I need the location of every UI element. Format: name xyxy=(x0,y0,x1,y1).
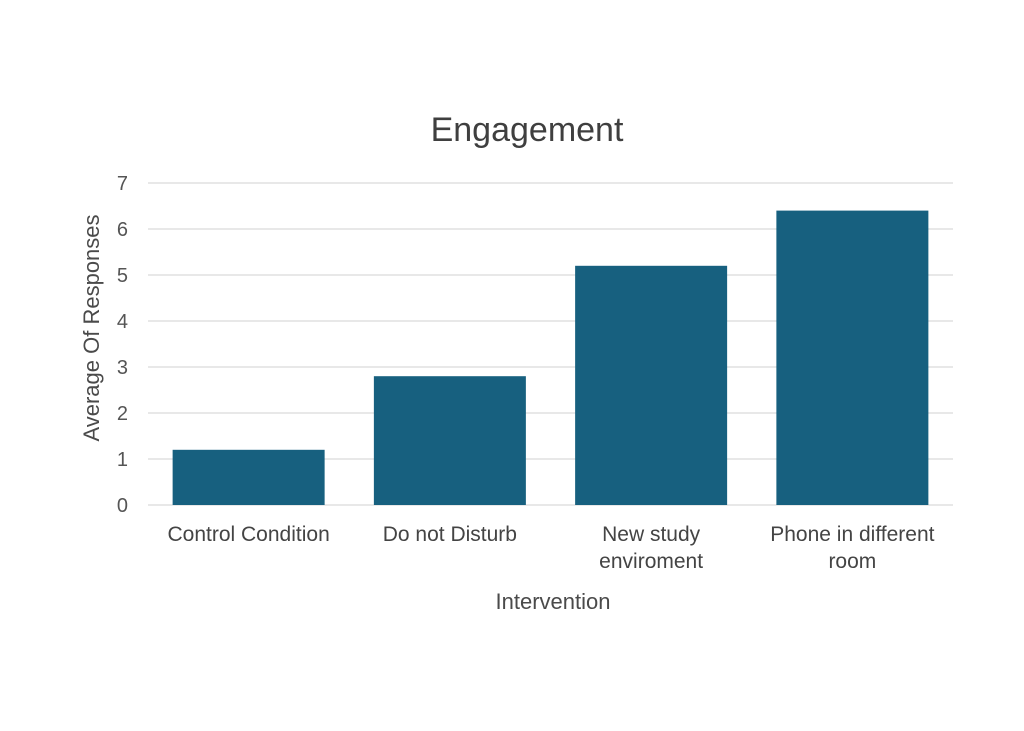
y-axis-label: Average Of Responses xyxy=(79,214,104,441)
x-axis-label: Intervention xyxy=(496,589,611,614)
x-tick-label: Control Condition xyxy=(167,523,329,546)
y-axis-ticks: 0 1 2 3 4 5 6 7 xyxy=(117,173,128,517)
y-tick-label: 1 xyxy=(117,449,128,471)
x-tick-label: Phone in different room xyxy=(770,523,934,573)
y-tick-label: 7 xyxy=(117,173,128,195)
y-tick-label: 2 xyxy=(117,403,128,425)
x-tick-label: New study enviroment xyxy=(599,523,703,573)
y-tick-label: 3 xyxy=(117,357,128,379)
y-tick-label: 6 xyxy=(117,219,128,241)
chart-title: Engagement xyxy=(431,111,624,149)
x-tick-label: Do not Disturb xyxy=(383,523,517,546)
bar xyxy=(172,449,325,505)
bar xyxy=(575,265,728,505)
x-axis-ticks: Control Condition Do not Disturb New study… xyxy=(167,523,934,573)
bars xyxy=(172,210,929,505)
y-tick-label: 5 xyxy=(117,265,128,287)
y-tick-label: 4 xyxy=(117,311,128,333)
y-tick-label: 0 xyxy=(117,495,128,517)
bar xyxy=(373,376,526,505)
bar xyxy=(776,210,929,505)
